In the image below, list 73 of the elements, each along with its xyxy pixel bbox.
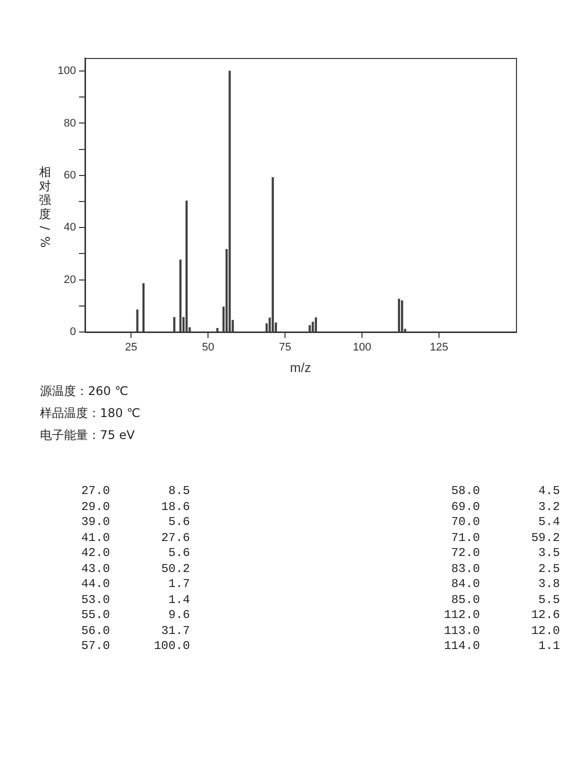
- text: 27.0: [80, 484, 110, 500]
- text: 59.2: [530, 530, 560, 546]
- bar: [173, 317, 176, 332]
- x-tick-label: 75: [278, 342, 292, 354]
- bar: [142, 283, 145, 332]
- text: 2.5: [537, 562, 560, 577]
- text: 100.0: [152, 639, 190, 654]
- y-tick-label: 40: [64, 222, 76, 234]
- text: 50.2: [160, 562, 190, 577]
- text: 42.0: [80, 546, 110, 562]
- bar: [314, 317, 317, 332]
- text: 4.5: [537, 484, 560, 500]
- text: 83.0: [450, 562, 480, 577]
- y-axis-title: 相对强度/%: [38, 165, 52, 249]
- text: 29.0: [80, 500, 110, 515]
- text: 8.5: [167, 484, 190, 500]
- text: 31.7: [160, 624, 190, 639]
- text: 27.6: [160, 530, 190, 546]
- text: 70.0: [450, 515, 480, 530]
- x-axis-title: m/z: [290, 360, 311, 375]
- text: 55.0: [80, 608, 110, 624]
- text: 58.0: [450, 484, 480, 500]
- bar: [228, 70, 231, 332]
- x-tick-label: 125: [430, 342, 448, 354]
- text: 源温度：260 ℃: [40, 383, 130, 400]
- x-tick-label: 100: [352, 342, 372, 354]
- text: 5.4: [537, 515, 560, 530]
- bar: [216, 328, 218, 332]
- text: 56.0: [80, 624, 110, 639]
- y-tick-label: 0: [70, 326, 76, 338]
- y-tick-label: 80: [64, 117, 76, 130]
- text: 57.0: [80, 639, 110, 654]
- bar: [136, 309, 138, 332]
- text: 样品温度：180 ℃: [40, 405, 142, 422]
- text: 5.6: [167, 515, 190, 530]
- text: 1.1: [537, 639, 560, 654]
- text: 85.0: [450, 592, 480, 608]
- text: 44.0: [80, 577, 110, 592]
- x-tick-label: 50: [202, 342, 214, 354]
- text: 114.0: [442, 639, 480, 654]
- y-tick-label: 60: [64, 169, 76, 182]
- bar: [272, 177, 274, 332]
- bar: [398, 298, 400, 332]
- text: 5.6: [167, 546, 190, 562]
- text: 9.6: [167, 608, 190, 624]
- text: 12.6: [530, 608, 560, 624]
- text: 5.5: [537, 592, 560, 608]
- text: 18.6: [160, 500, 190, 515]
- text: 39.0: [80, 515, 110, 530]
- text: 3.2: [537, 500, 560, 515]
- bar: [186, 200, 188, 332]
- bar: [312, 322, 314, 332]
- text: 电子能量：75 eV: [40, 427, 136, 444]
- text: 72.0: [450, 546, 480, 562]
- text: 1.7: [167, 577, 190, 592]
- text: 113.0: [442, 624, 480, 639]
- text: 3.8: [537, 577, 560, 592]
- text: 3.5: [537, 546, 560, 562]
- text: 69.0: [450, 500, 480, 515]
- y-tick-label: 20: [64, 274, 76, 286]
- x-tick-label: 25: [125, 342, 138, 354]
- y-tick-label: 100: [58, 65, 76, 78]
- text: 41.0: [80, 530, 110, 546]
- bar: [179, 260, 182, 332]
- text: 43.0: [80, 562, 110, 577]
- text: 84.0: [450, 577, 480, 592]
- text: 12.0: [530, 624, 560, 639]
- text: 71.0: [450, 530, 480, 546]
- text: 112.0: [442, 608, 480, 624]
- bar: [308, 325, 311, 332]
- bar: [401, 300, 404, 332]
- text: 53.0: [80, 592, 110, 608]
- text: 1.4: [167, 592, 190, 608]
